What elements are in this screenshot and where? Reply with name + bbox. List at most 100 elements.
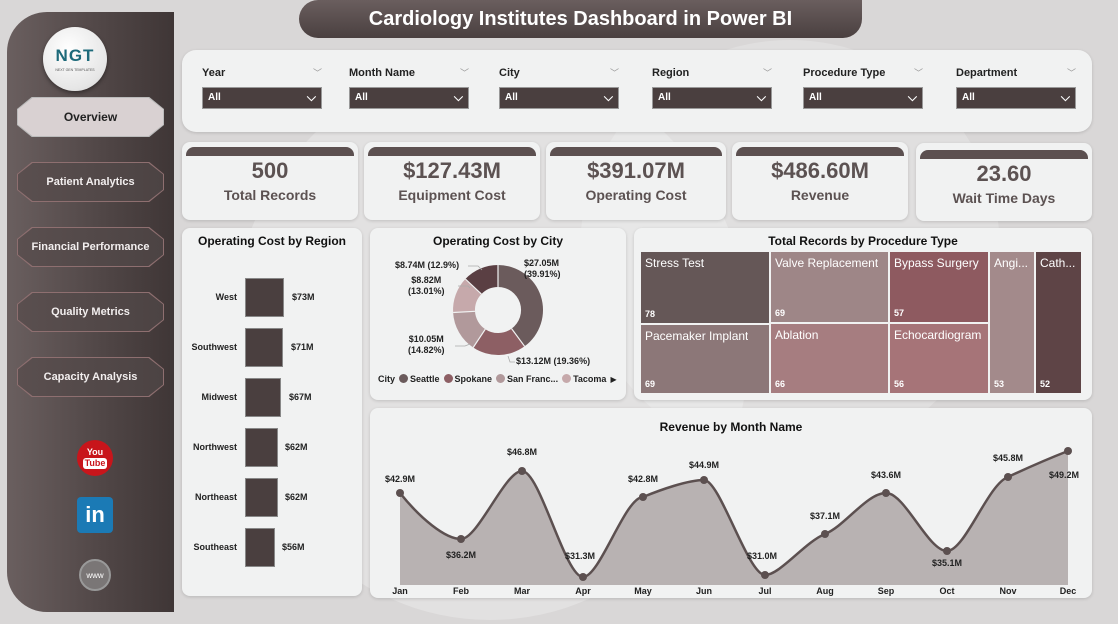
bar[interactable]: [245, 528, 275, 567]
donut-label-value: $27.05M: [524, 258, 560, 268]
sidebar-item-label: Financial Performance: [31, 241, 150, 253]
treemap-value: 56: [894, 379, 905, 389]
chart-revenue-by-month[interactable]: Revenue by Month Name $42.9M $36.2M $46.…: [370, 408, 1092, 598]
donut-slice-other[interactable]: [465, 265, 498, 295]
chevron-down-icon[interactable]: ﹀: [609, 68, 619, 78]
treemap-cell-catheterization[interactable]: Cath... 52: [1036, 252, 1081, 393]
chevron-down-icon[interactable]: ﹀: [1066, 68, 1076, 78]
chevron-down-icon[interactable]: ﹀: [913, 68, 923, 78]
legend-next-arrow-icon[interactable]: ▶: [610, 374, 617, 384]
x-axis-label: Mar: [513, 586, 531, 596]
dropdown-value: All: [809, 92, 822, 103]
kpi-label: Revenue: [790, 187, 850, 203]
kpi-card-operating-cost: $391.07M Operating Cost: [546, 142, 726, 220]
youtube-icon[interactable]: You Tube: [77, 440, 113, 476]
x-axis-label: Feb: [452, 586, 470, 596]
data-label: $37.1M: [809, 511, 841, 521]
legend-label: Seattle: [410, 374, 440, 384]
legend-item-san-francisco[interactable]: San Franc...: [496, 374, 558, 384]
bar-label: Northeast: [194, 492, 237, 502]
donut-slice-san-francisco[interactable]: [453, 311, 486, 348]
treemap-cell-bypass-surgery[interactable]: Bypass Surgery 57: [890, 252, 988, 322]
data-point[interactable]: [761, 571, 769, 579]
data-point[interactable]: [396, 489, 404, 497]
year-dropdown[interactable]: All ⌵: [202, 87, 322, 109]
department-dropdown[interactable]: All ⌵: [956, 87, 1076, 109]
treemap-cell-pacemaker-implant[interactable]: Pacemaker Implant 69: [641, 325, 769, 393]
data-point[interactable]: [1004, 473, 1012, 481]
sidebar-item-overview[interactable]: Overview: [17, 97, 164, 137]
bar-row[interactable]: West $73M: [182, 278, 362, 318]
treemap-cell-ablation[interactable]: Ablation 66: [771, 324, 888, 393]
bar-row[interactable]: Midwest $67M: [182, 378, 362, 418]
procedure-type-dropdown[interactable]: All ⌵: [803, 87, 923, 109]
data-point[interactable]: [943, 547, 951, 555]
treemap-cell-echocardiogram[interactable]: Echocardiogram 56: [890, 324, 988, 393]
data-label: $35.1M: [931, 558, 963, 568]
bar-label: Southeast: [193, 542, 237, 552]
bar-value: $73M: [292, 292, 315, 302]
data-point[interactable]: [518, 467, 526, 475]
chevron-down-icon: ⌵: [453, 90, 463, 104]
logo-subtext: NEXT GEN TEMPLATES: [55, 68, 95, 72]
kpi-value: 500: [251, 158, 289, 183]
bar-row[interactable]: Northwest $62M: [182, 428, 362, 468]
data-label: $42.8M: [627, 474, 659, 484]
data-point[interactable]: [457, 535, 465, 543]
city-dropdown[interactable]: All ⌵: [499, 87, 619, 109]
legend-item-spokane[interactable]: Spokane: [443, 374, 492, 384]
sidebar-item-financial-performance[interactable]: Financial Performance: [17, 227, 164, 267]
region-dropdown[interactable]: All ⌵: [652, 87, 772, 109]
bar[interactable]: [245, 378, 281, 417]
bar-value: $62M: [285, 442, 308, 452]
sidebar: NGT NEXT GEN TEMPLATES Overview Patient …: [7, 12, 174, 612]
chart-total-records-by-procedure-type[interactable]: Total Records by Procedure Type Stress T…: [634, 228, 1092, 400]
bar[interactable]: [245, 478, 278, 517]
area-chart[interactable]: [370, 408, 1092, 598]
chart-title: Operating Cost by City: [432, 234, 563, 248]
treemap-cell-valve-replacement[interactable]: Valve Replacement 69: [771, 252, 888, 322]
bar[interactable]: [245, 278, 284, 317]
legend-item-tacoma[interactable]: Tacoma: [562, 374, 606, 384]
treemap-label: Stress Test: [645, 256, 705, 270]
donut-chart[interactable]: [450, 262, 546, 358]
chevron-down-icon[interactable]: ﹀: [762, 68, 772, 78]
sidebar-item-quality-metrics[interactable]: Quality Metrics: [17, 292, 164, 332]
filter-label: Region: [652, 67, 690, 79]
filter-month-name: Month Name ﹀ All ⌵: [349, 67, 469, 109]
data-label: $43.6M: [870, 470, 902, 480]
x-axis-label: Jan: [392, 586, 408, 596]
data-point[interactable]: [821, 530, 829, 538]
chevron-down-icon[interactable]: ﹀: [459, 68, 469, 78]
data-point[interactable]: [639, 493, 647, 501]
website-icon[interactable]: www: [79, 559, 111, 591]
sidebar-item-label: Quality Metrics: [51, 306, 130, 318]
bar-row[interactable]: Northeast $62M: [182, 478, 362, 518]
bar-row[interactable]: Southeast $56M: [182, 528, 362, 568]
bar-value: $56M: [282, 542, 305, 552]
donut-label-pct: (12.9%): [427, 260, 460, 270]
data-point[interactable]: [1064, 447, 1072, 455]
donut-slice-spokane[interactable]: [473, 328, 525, 355]
chart-operating-cost-by-city[interactable]: Operating Cost by City $27.05M (39.91: [370, 228, 626, 400]
treemap-cell-angiography[interactable]: Angi... 53: [990, 252, 1034, 393]
bar[interactable]: [245, 428, 278, 467]
bar[interactable]: [245, 328, 283, 367]
sidebar-item-capacity-analysis[interactable]: Capacity Analysis: [17, 357, 164, 397]
x-axis-label: Apr: [575, 586, 591, 596]
legend-item-seattle[interactable]: Seattle: [399, 374, 440, 384]
chevron-down-icon[interactable]: ﹀: [312, 68, 322, 78]
sidebar-item-patient-analytics[interactable]: Patient Analytics: [17, 162, 164, 202]
donut-slice-seattle[interactable]: [498, 265, 544, 347]
chart-operating-cost-by-region[interactable]: Operating Cost by Region West $73M South…: [182, 228, 362, 596]
month-name-dropdown[interactable]: All ⌵: [349, 87, 469, 109]
data-point[interactable]: [882, 489, 890, 497]
donut-slice-tacoma[interactable]: [453, 279, 482, 313]
linkedin-icon[interactable]: in: [77, 497, 113, 533]
dropdown-value: All: [658, 92, 671, 103]
bar-row[interactable]: Southwest $71M: [182, 328, 362, 368]
data-point[interactable]: [579, 573, 587, 581]
data-point[interactable]: [700, 476, 708, 484]
donut-label-spokane: $13.12M (19.36%): [516, 356, 590, 367]
treemap-cell-stress-test[interactable]: Stress Test 78: [641, 252, 769, 323]
